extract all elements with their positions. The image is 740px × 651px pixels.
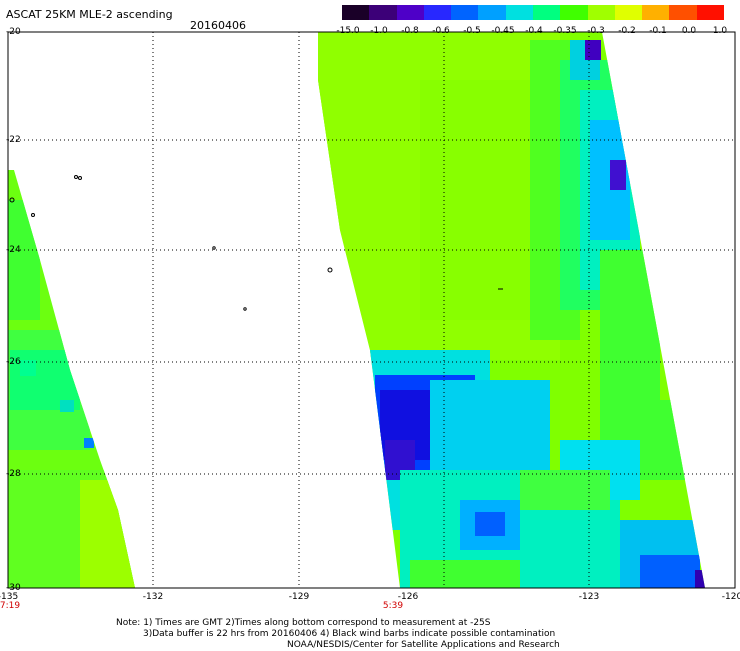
color-scale-segment	[478, 5, 507, 20]
color-scale-label: -15.0	[336, 26, 360, 36]
longitude-tick-label: -135	[0, 592, 19, 602]
color-scale-segment	[669, 5, 698, 20]
longitude-tick-label: -120	[721, 592, 740, 602]
color-scale-label: -0.5	[463, 26, 481, 36]
color-scale-segment	[342, 5, 370, 20]
color-scale-segment	[642, 5, 670, 20]
map-date: 20160406	[190, 19, 246, 32]
longitude-tick-label: -126	[397, 592, 419, 602]
right-swath	[318, 32, 705, 588]
color-scale-segment	[696, 5, 725, 20]
latitude-tick-label: -28	[6, 469, 21, 479]
note-line-1: Note: 1) Times are GMT 2)Times along bot…	[116, 618, 491, 628]
color-scale-label: -0.1	[649, 26, 667, 36]
color-scale-label: -0.35	[553, 26, 577, 36]
color-scale-segment	[587, 5, 616, 20]
latitude-tick-label: -30	[6, 583, 21, 593]
color-scale-segment	[423, 5, 452, 20]
time-label-mid: 5:39	[382, 601, 404, 611]
time-label-left: 7:19	[0, 601, 21, 611]
color-scale-label: -1.0	[370, 26, 388, 36]
color-scale-segment	[451, 5, 479, 20]
color-scale-label: -0.45	[491, 26, 515, 36]
longitude-tick-label: -123	[578, 592, 600, 602]
color-scale-segment	[369, 5, 398, 20]
note-line-3: NOAA/NESDIS/Center for Satellite Applica…	[287, 640, 560, 650]
grid-lines	[8, 32, 735, 588]
color-scale-segment	[533, 5, 561, 20]
longitude-tick-label: -132	[142, 592, 164, 602]
latitude-tick-label: -24	[6, 245, 21, 255]
left-swath	[8, 170, 135, 588]
latitude-tick-label: -26	[6, 357, 21, 367]
color-scale-segment	[505, 5, 534, 20]
longitude-tick-label: -129	[288, 592, 310, 602]
island-markers	[9, 175, 503, 311]
color-scale-label: 0.0	[681, 26, 697, 36]
note-line-2: 3)Data buffer is 22 hrs from 20160406 4)…	[143, 629, 556, 639]
color-scale-label: -0.2	[618, 26, 636, 36]
color-scale-label: -0.4	[525, 26, 543, 36]
color-scale-segment	[614, 5, 643, 20]
color-scale-segment	[560, 5, 589, 20]
latitude-tick-label: -22	[6, 135, 21, 145]
color-scale-segment	[396, 5, 425, 20]
latitude-tick-label: -20	[6, 27, 21, 37]
map-title: ASCAT 25KM MLE-2 ascending	[6, 8, 173, 21]
color-scale-label: -0.3	[587, 26, 605, 36]
color-scale-label: -0.8	[401, 26, 419, 36]
color-scale-label: 1.0	[712, 26, 728, 36]
map-frame	[7, 31, 736, 589]
color-scale-label: -0.6	[432, 26, 450, 36]
color-scale-bar	[342, 5, 725, 20]
